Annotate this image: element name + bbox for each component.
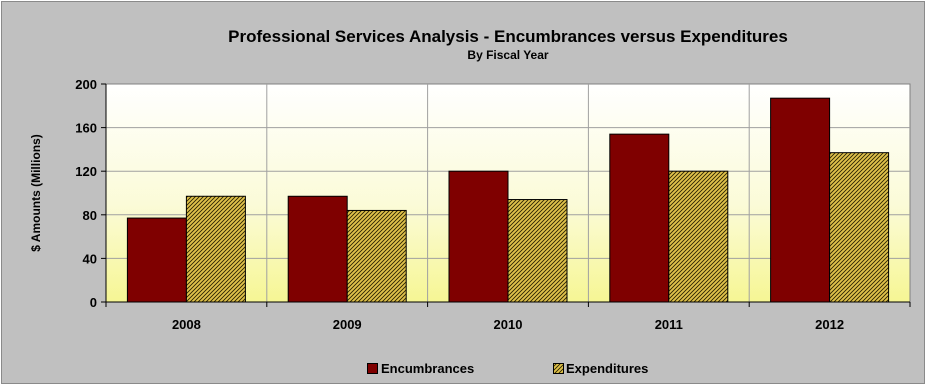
bar-expenditures-2008 <box>185 195 246 303</box>
chart-title: Professional Services Analysis - Encumbr… <box>228 27 788 46</box>
legend-label-expenditures: Expenditures <box>566 360 649 376</box>
y-tick-label: 200 <box>75 77 97 92</box>
x-tick-label: 2009 <box>333 317 362 332</box>
legend-label-encumbrances: Encumbrances <box>381 360 475 376</box>
x-tick-label: 2011 <box>655 317 683 332</box>
y-tick-label: 80 <box>83 208 97 223</box>
y-tick-label: 160 <box>75 121 97 136</box>
legend-swatch-encumbrances <box>367 362 378 374</box>
y-tick-label: 120 <box>75 164 97 179</box>
x-tick-label: 2012 <box>815 317 844 332</box>
x-tick-label: 2010 <box>494 317 523 332</box>
bar-expenditures-2010 <box>507 199 568 303</box>
y-tick-label: 40 <box>83 251 97 266</box>
bar-expenditures-2009 <box>346 209 407 303</box>
bar-encumbrances-2010 <box>448 170 509 303</box>
x-tick-label: 2008 <box>172 317 201 332</box>
bar-expenditures-2011 <box>668 170 729 303</box>
bar-encumbrances-2012 <box>770 97 831 303</box>
bar-expenditures-2012 <box>829 152 890 303</box>
chart-subtitle: By Fiscal Year <box>467 48 549 62</box>
bar-encumbrances-2009 <box>287 195 348 303</box>
legend-item-expenditures: Expenditures <box>553 360 649 376</box>
legend-item-encumbrances: Encumbrances <box>367 360 475 376</box>
legend-swatch-expenditures <box>553 362 564 374</box>
bar-encumbrances-2011 <box>609 133 670 303</box>
y-tick-label: 0 <box>90 295 97 310</box>
bar-encumbrances-2008 <box>126 217 187 303</box>
